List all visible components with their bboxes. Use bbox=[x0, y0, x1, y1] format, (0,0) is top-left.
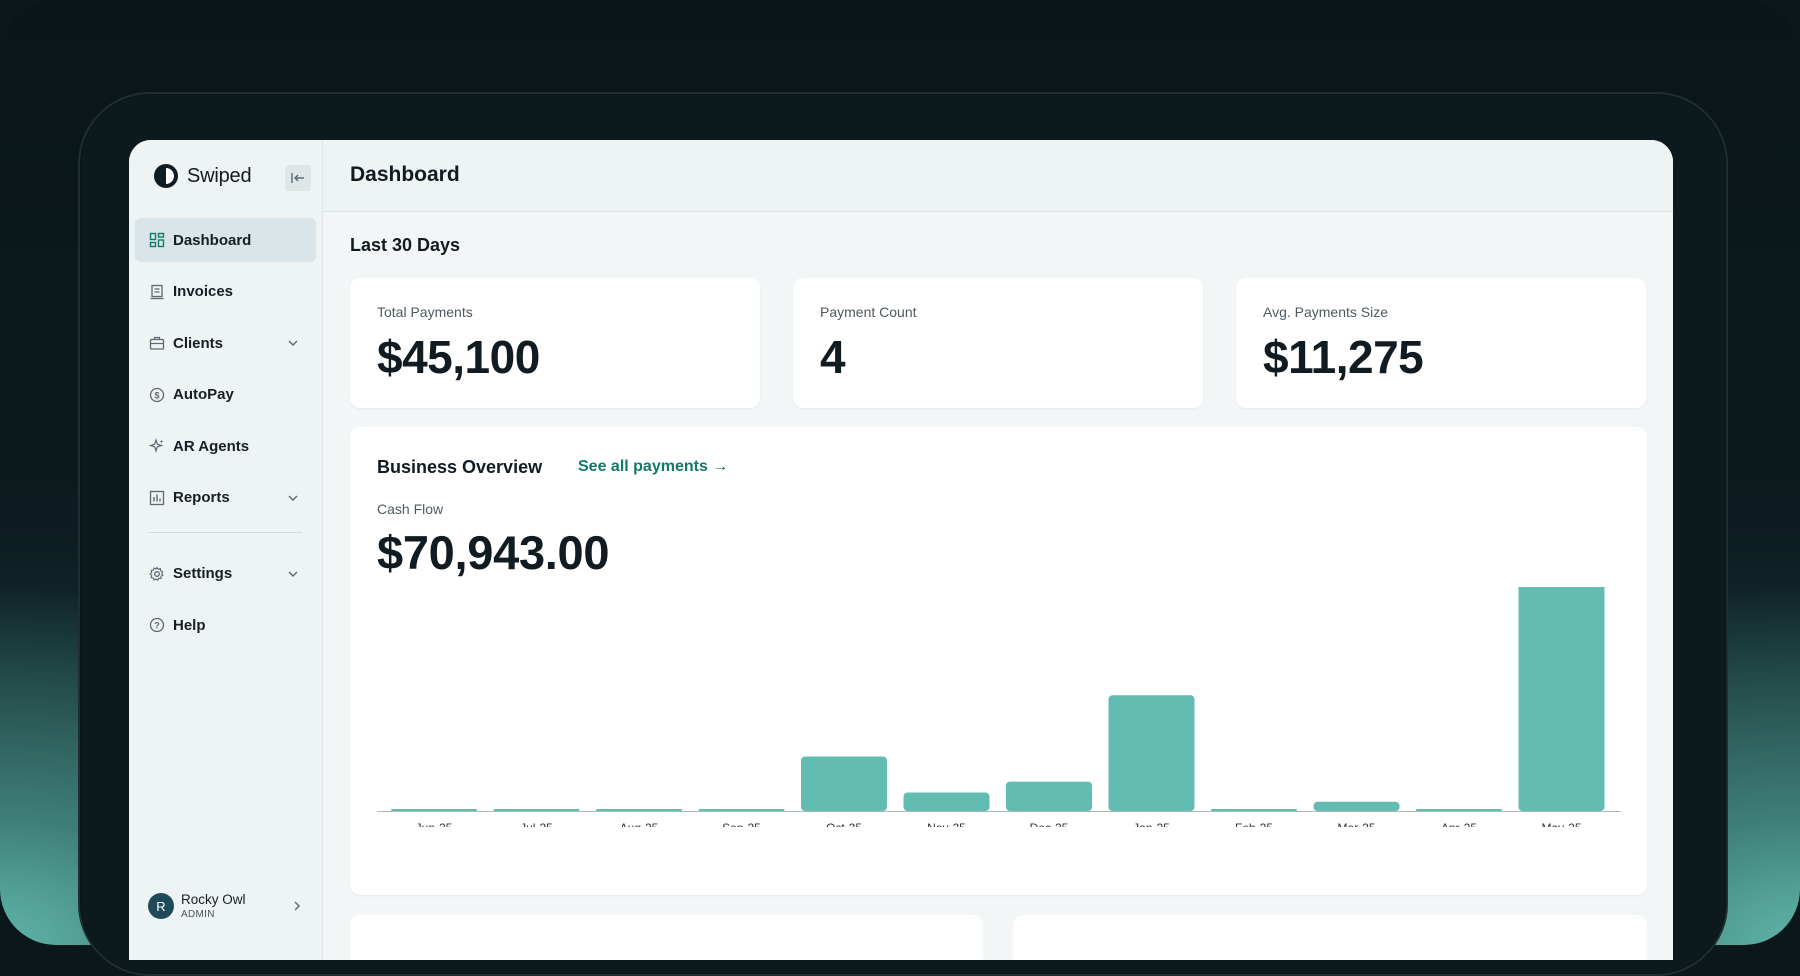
bottom-card-left bbox=[350, 915, 983, 960]
gear-icon bbox=[149, 566, 164, 581]
invoice-icon bbox=[150, 284, 164, 299]
sidebar-item-invoices[interactable]: Invoices bbox=[135, 270, 316, 314]
stat-value: 4 bbox=[820, 331, 846, 383]
brand-name: Swiped bbox=[187, 164, 252, 187]
sidebar-item-label: Reports bbox=[173, 489, 230, 506]
x-tick-label: Sep-25 bbox=[722, 821, 761, 827]
business-overview-card: Business Overview See all payments → Cas… bbox=[350, 427, 1647, 895]
chevron-down-icon[interactable] bbox=[286, 336, 300, 350]
stat-label: Payment Count bbox=[820, 304, 917, 320]
sidebar-item-settings[interactable]: Settings bbox=[135, 552, 316, 596]
sidebar: Swiped Dashboard bbox=[129, 140, 323, 960]
dollar-circle-icon: $ bbox=[149, 387, 165, 402]
user-role: ADMIN bbox=[181, 908, 215, 920]
sidebar-item-autopay[interactable]: $ AutoPay bbox=[135, 373, 316, 417]
app-window: Swiped Dashboard bbox=[129, 140, 1673, 960]
sidebar-item-label: Help bbox=[173, 616, 206, 634]
sidebar-item-label: Invoices bbox=[173, 283, 234, 300]
x-tick-label: Aug-25 bbox=[620, 821, 659, 827]
collapse-sidebar-button[interactable] bbox=[285, 165, 311, 191]
see-all-payments-link[interactable]: See all payments → bbox=[578, 458, 729, 475]
sidebar-item-ar-agents[interactable]: AR Agents bbox=[135, 424, 316, 468]
x-tick-label: Nov-25 bbox=[927, 821, 966, 827]
svg-text:?: ? bbox=[154, 621, 160, 631]
cash-flow-label: Cash Flow bbox=[377, 501, 444, 517]
x-tick-label: Jun-25 bbox=[416, 821, 453, 827]
sidebar-item-reports[interactable]: Reports bbox=[135, 476, 316, 520]
chart-bar[interactable] bbox=[1211, 809, 1297, 811]
chart-bar[interactable] bbox=[596, 809, 682, 811]
stat-value: $45,100 bbox=[377, 331, 540, 383]
bar-chart-icon bbox=[149, 490, 165, 505]
chart-bar[interactable] bbox=[1108, 695, 1195, 811]
x-tick-label: Jul-25 bbox=[520, 821, 553, 827]
cash-flow-chart: Jun-25 Jul-25 Aug-25 Sep-25 Oct-25 Nov-25 Dec-… bbox=[377, 587, 1621, 827]
main-content: Dashboard Last 30 Days Total Payments $4… bbox=[323, 140, 1673, 960]
sidebar-item-dashboard[interactable]: Dashboard bbox=[135, 218, 316, 262]
sidebar-item-label: AR Agents bbox=[173, 437, 250, 455]
dashboard-icon bbox=[149, 232, 165, 248]
stat-value: $11,275 bbox=[1263, 331, 1424, 383]
chart-bar[interactable] bbox=[1006, 781, 1092, 811]
section-title: Last 30 Days bbox=[350, 235, 461, 255]
x-tick-label: Oct-25 bbox=[826, 821, 862, 827]
cash-flow-value: $70,943.00 bbox=[377, 526, 610, 579]
x-tick-label: May-25 bbox=[1541, 821, 1581, 827]
chevron-down-icon[interactable] bbox=[286, 491, 300, 505]
chart-bar[interactable] bbox=[801, 756, 887, 811]
chevron-right-icon[interactable] bbox=[290, 899, 304, 913]
sparkle-icon bbox=[149, 438, 164, 454]
chart-bar[interactable] bbox=[1416, 809, 1502, 811]
x-tick-label: Dec-25 bbox=[1030, 821, 1069, 827]
chevron-down-icon[interactable] bbox=[286, 567, 300, 581]
briefcase-icon bbox=[149, 336, 165, 350]
sidebar-item-label: Settings bbox=[173, 565, 233, 582]
collapse-arrow-icon bbox=[291, 173, 304, 183]
stat-card-payment-count: Payment Count 4 bbox=[793, 278, 1203, 408]
sidebar-nav: Dashboard Invoices Clients bbox=[135, 218, 316, 655]
user-name: Rocky Owl bbox=[181, 891, 246, 907]
topbar: Dashboard bbox=[323, 140, 1673, 212]
stat-card-total-payments: Total Payments $45,100 bbox=[350, 278, 760, 408]
stat-card-avg-payment-size: Avg. Payments Size $11,275 bbox=[1236, 278, 1646, 408]
stat-label: Avg. Payments Size bbox=[1263, 304, 1389, 320]
sidebar-divider bbox=[149, 531, 302, 533]
chart-bar[interactable] bbox=[391, 809, 477, 811]
sidebar-item-label: Dashboard bbox=[173, 231, 252, 249]
x-tick-label: Jan-25 bbox=[1133, 821, 1170, 827]
sidebar-item-help[interactable]: ? Help bbox=[135, 603, 316, 647]
page-title: Dashboard bbox=[350, 163, 460, 186]
brand[interactable]: Swiped bbox=[153, 162, 252, 190]
chart-bar[interactable] bbox=[493, 809, 580, 811]
x-tick-label: Feb-25 bbox=[1235, 821, 1273, 827]
sidebar-item-label: Clients bbox=[173, 334, 224, 352]
swiped-logo-icon bbox=[154, 164, 178, 188]
x-tick-label: Mar-25 bbox=[1337, 821, 1375, 827]
overview-title: Business Overview bbox=[377, 457, 543, 477]
chart-bar[interactable] bbox=[698, 809, 785, 811]
sidebar-item-clients[interactable]: Clients bbox=[135, 321, 316, 365]
chart-bar[interactable] bbox=[1518, 587, 1605, 811]
x-tick-label: Apr-25 bbox=[1441, 821, 1477, 827]
svg-text:$: $ bbox=[154, 390, 159, 400]
help-circle-icon: ? bbox=[149, 617, 165, 633]
chart-bar[interactable] bbox=[1313, 801, 1400, 811]
stat-label: Total Payments bbox=[377, 304, 473, 320]
avatar: R bbox=[148, 893, 174, 919]
user-menu[interactable]: R Rocky Owl ADMIN bbox=[148, 886, 308, 926]
bottom-card-right bbox=[1013, 915, 1647, 960]
chart-bar[interactable] bbox=[903, 792, 990, 811]
sidebar-item-label: AutoPay bbox=[173, 386, 234, 403]
